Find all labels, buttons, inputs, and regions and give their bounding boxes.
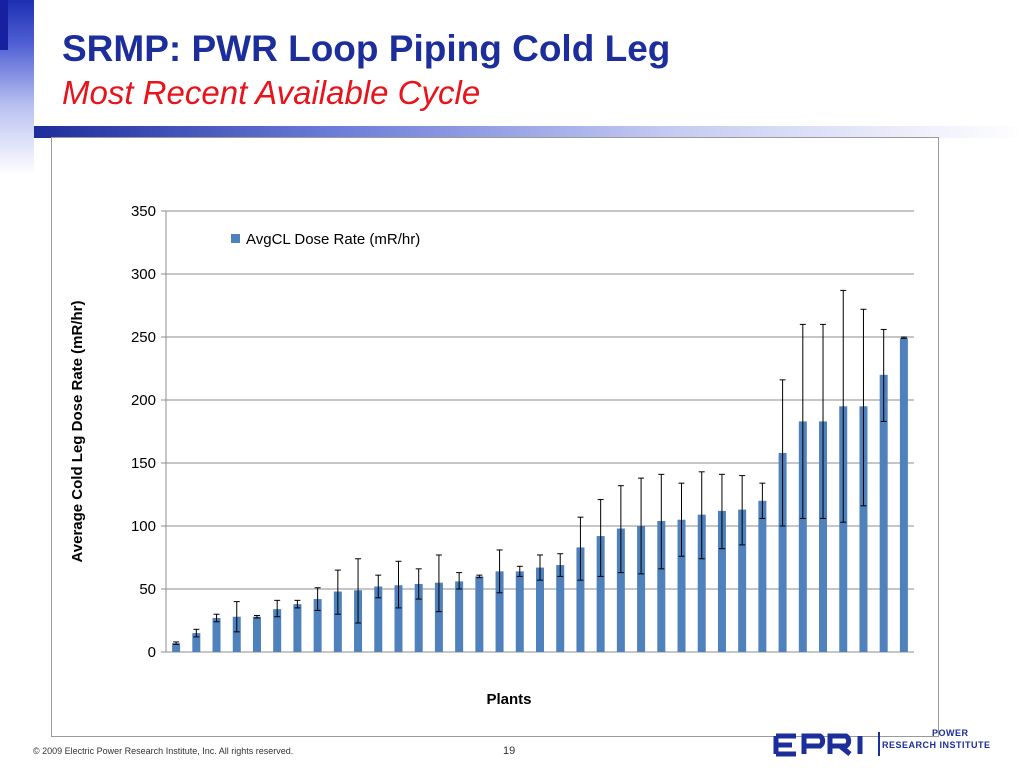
logo-text-line2: RESEARCH INSTITUTE: [882, 740, 991, 750]
logo-separator: [878, 732, 880, 756]
bar: [434, 582, 443, 652]
bar: [495, 571, 504, 652]
bar: [657, 520, 666, 652]
bar: [758, 500, 767, 652]
epri-logo: POWER RESEARCH INSTITUTE: [772, 722, 1024, 768]
chart-frame: 0 50 100 150 200 250 300 350 AvgCL Dose Rate (mR…: [51, 137, 939, 737]
ytick-label: 50: [139, 581, 156, 598]
bar: [536, 567, 544, 652]
bar: [616, 528, 625, 652]
page-number: 19: [503, 745, 516, 757]
slide-subtitle: Most Recent Available Cycle: [62, 74, 481, 111]
bar: [778, 452, 787, 652]
ytick-label: 300: [131, 266, 156, 283]
bar: [576, 547, 585, 652]
bar: [798, 421, 807, 652]
ytick-label: 0: [148, 644, 156, 661]
bar: [333, 591, 342, 652]
bar: [556, 565, 565, 652]
bar: [172, 643, 181, 652]
legend-swatch: [231, 234, 240, 243]
bar: [677, 519, 686, 652]
bar: [637, 526, 646, 652]
bar: [313, 599, 322, 652]
bar: [596, 536, 605, 652]
bar: [374, 586, 383, 652]
bar: [859, 406, 868, 652]
epri-logo-mark: [773, 733, 863, 757]
bar: [819, 421, 828, 652]
bar: [212, 617, 221, 652]
y-axis-label: Average Cold Leg Dose Rate (mR/hr): [69, 301, 86, 563]
ytick-label: 200: [131, 392, 156, 409]
logo-text-line1: POWER: [932, 728, 969, 738]
bar: [414, 583, 423, 652]
ytick-label: 350: [131, 203, 156, 220]
ytick-label: 250: [131, 329, 156, 346]
x-axis-label: Plants: [486, 691, 531, 708]
slide-title: SRMP: PWR Loop Piping Cold Leg: [62, 28, 671, 69]
bar: [192, 633, 201, 652]
bar: [455, 581, 464, 652]
bar: [252, 616, 261, 652]
bar: [738, 509, 747, 652]
bar: [273, 609, 282, 652]
bar: [232, 616, 241, 652]
legend-label: AvgCL Dose Rate (mR/hr): [246, 231, 420, 248]
ytick-label: 100: [131, 518, 156, 535]
bar-chart: 0 50 100 150 200 250 300 350 AvgCL Dose Rate (mR…: [69, 203, 914, 708]
header-gradient-rule: [34, 126, 1024, 138]
bar: [475, 576, 484, 652]
footer-copyright: © 2009 Electric Power Research Institute…: [33, 746, 294, 756]
bar: [293, 604, 302, 652]
bar: [697, 514, 706, 652]
left-accent-strip: [0, 0, 8, 50]
ytick-label: 150: [131, 455, 156, 472]
bar: [515, 571, 524, 652]
bar: [717, 510, 726, 652]
bar: [839, 406, 848, 652]
bar: [899, 338, 908, 652]
bar: [394, 585, 403, 652]
bar: [879, 374, 888, 652]
